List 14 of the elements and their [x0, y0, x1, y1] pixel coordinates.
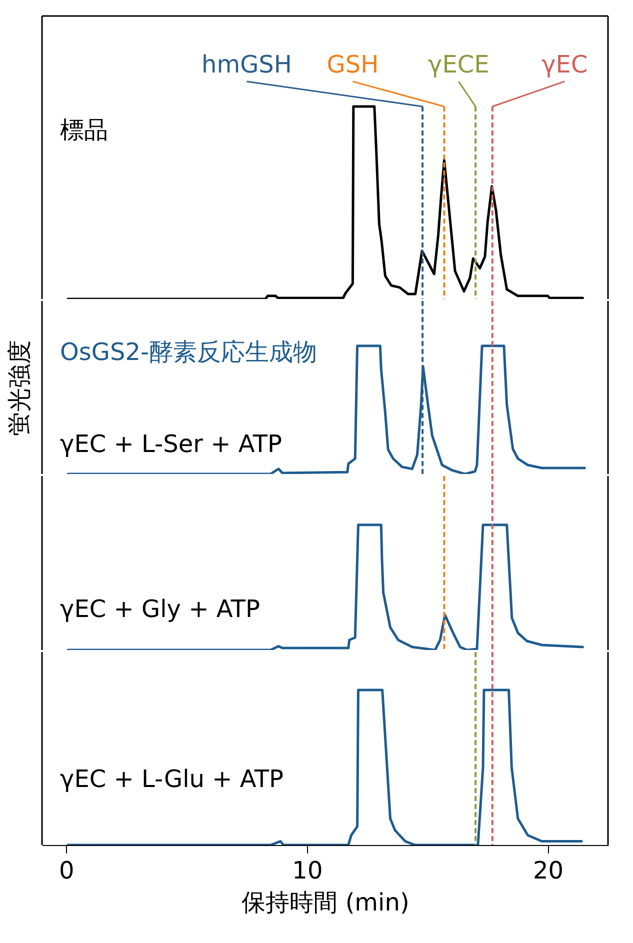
x-tick-label: 0 — [58, 856, 74, 884]
series-label: γEC + Gly + ATP — [60, 595, 260, 623]
text: 標品 — [60, 116, 108, 144]
text: γEC + L-Glu + ATP — [60, 765, 284, 793]
y-axis-title: 蛍光強度 — [6, 340, 34, 436]
x-axis-title: 保持時間 (min) — [242, 888, 410, 916]
ref-line-label: γECE — [428, 50, 490, 79]
ref-line-label: γEC — [542, 50, 588, 79]
x-tick-label: 20 — [533, 856, 564, 884]
annotation: OsGS2-酵素反応生成物 — [60, 338, 318, 366]
series-label: γEC + L-Ser + ATP — [60, 430, 282, 458]
ref-line-label: hmGSH — [201, 50, 292, 79]
x-tick-label: 10 — [292, 856, 323, 884]
ref-line-label: GSH — [326, 50, 379, 79]
